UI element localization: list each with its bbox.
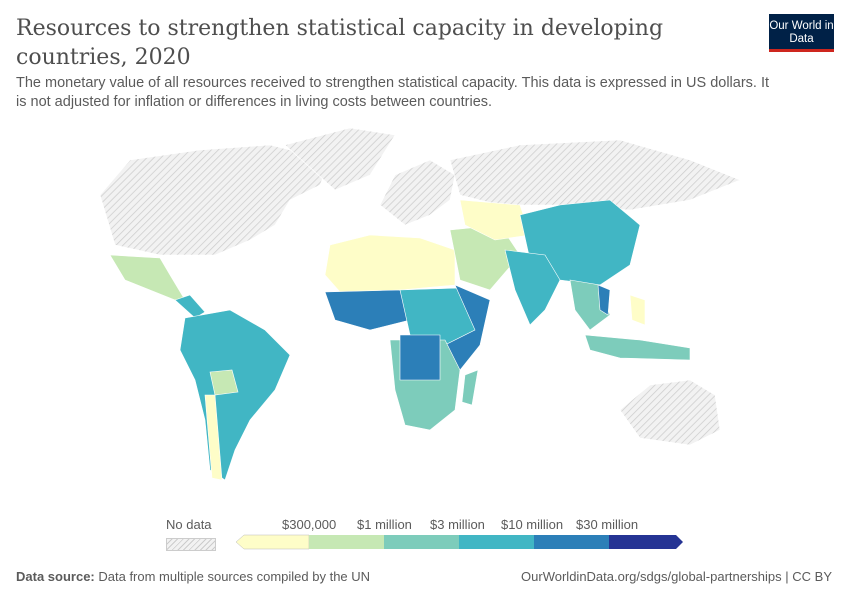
legend-tick-1m: $1 million bbox=[357, 517, 412, 532]
legend-tick-30m: $30 million bbox=[576, 517, 639, 532]
region-north-america bbox=[99, 144, 331, 256]
region-indonesia bbox=[584, 334, 691, 361]
data-source-text: Data from multiple sources compiled by t… bbox=[98, 569, 371, 584]
region-mexico bbox=[109, 254, 186, 301]
region-west-africa bbox=[324, 289, 411, 331]
region-india bbox=[504, 249, 561, 326]
legend-bin-4 bbox=[534, 535, 609, 549]
region-central-asia bbox=[459, 199, 531, 241]
chart-subtitle: The monetary value of all resources rece… bbox=[16, 75, 770, 110]
region-north-africa bbox=[324, 234, 456, 293]
world-map[interactable] bbox=[0, 120, 850, 510]
legend-bin-0 bbox=[235, 534, 310, 550]
legend-no-data-swatch bbox=[166, 538, 216, 551]
region-australia bbox=[619, 379, 721, 446]
region-vietnam bbox=[597, 284, 611, 316]
data-source-label: Data source: bbox=[16, 569, 95, 584]
legend-bin-1 bbox=[309, 535, 384, 549]
legend-bin-5 bbox=[609, 535, 683, 549]
legend-tick-10m: $10 million bbox=[501, 517, 564, 532]
legend-tick-300k: $300,000 bbox=[282, 517, 337, 532]
legend-bin-3 bbox=[459, 535, 534, 549]
legend-color-scale bbox=[235, 534, 683, 550]
region-madagascar bbox=[461, 369, 479, 406]
region-europe bbox=[379, 159, 456, 226]
region-russia bbox=[449, 139, 741, 211]
region-central-america bbox=[174, 294, 206, 319]
chart-title: Resources to strengthen statistical capa… bbox=[16, 16, 664, 70]
region-chile bbox=[204, 394, 223, 481]
owid-logo[interactable]: Our World in Data bbox=[769, 14, 834, 52]
region-drc bbox=[399, 334, 441, 381]
region-greenland bbox=[284, 127, 396, 191]
source-url[interactable]: OurWorldinData.org/sdgs/global-partnersh… bbox=[521, 569, 832, 584]
legend-no-data-label: No data bbox=[166, 517, 212, 532]
data-source: Data source: Data from multiple sources … bbox=[16, 569, 370, 584]
legend-bin-2 bbox=[384, 535, 459, 549]
region-bolivia bbox=[209, 369, 239, 396]
legend-tick-3m: $3 million bbox=[430, 517, 485, 532]
region-philippines bbox=[629, 294, 646, 326]
region-south-america bbox=[179, 309, 291, 481]
